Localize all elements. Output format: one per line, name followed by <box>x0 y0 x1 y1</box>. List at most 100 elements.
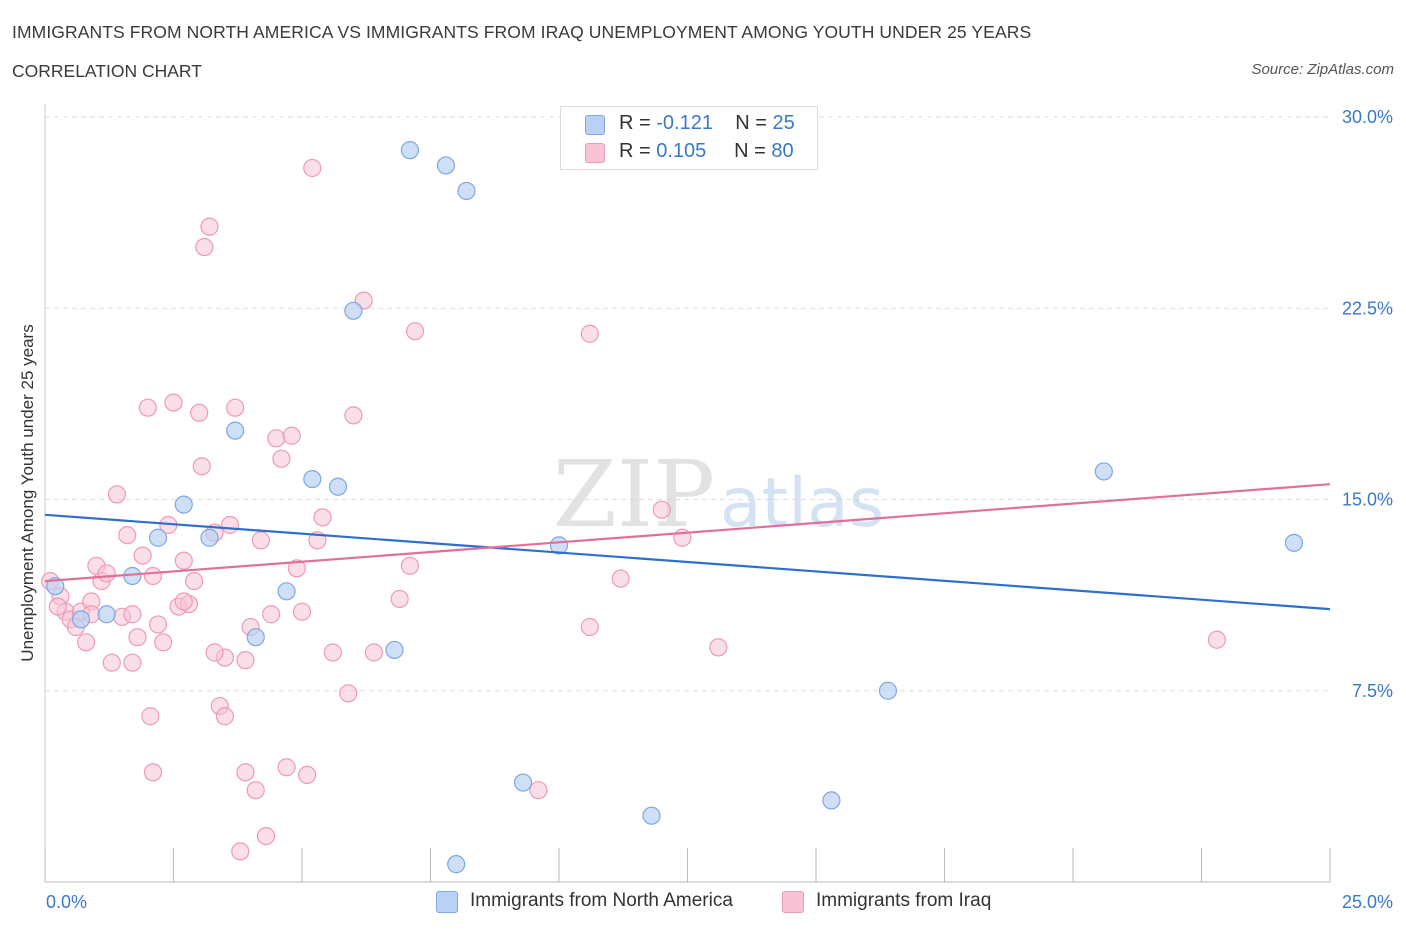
iraq-point <box>48 597 67 616</box>
iraq-trend-line <box>44 483 1331 583</box>
chart-title: IMMIGRANTS FROM NORTH AMERICA VS IMMIGRA… <box>12 22 1032 42</box>
iraq-point <box>102 653 121 672</box>
iraq-point <box>123 605 142 624</box>
iraq-point <box>154 633 173 652</box>
legend-r-label: R = <box>619 112 651 134</box>
y-axis-label: Unemployment Among Youth under 25 years <box>18 324 37 662</box>
iraq-point <box>580 324 599 343</box>
x-tick-label: 0.0% <box>46 892 87 912</box>
chart-subtitle: CORRELATION CHART <box>12 61 202 81</box>
north-america-point <box>226 421 245 440</box>
iraq-point <box>529 781 548 800</box>
iraq-point <box>231 842 250 861</box>
tick-labels: 7.5% 15.0% 22.5% 30.0% 0.0% 25.0% <box>46 107 1393 912</box>
iraq-point <box>400 556 420 575</box>
iraq-point <box>282 426 301 445</box>
watermark-atlas: atlas <box>720 464 884 543</box>
iraq-point <box>174 592 193 611</box>
north-america-point <box>200 528 219 547</box>
y-tick-label: 15.0% <box>1342 490 1393 510</box>
iraq-point <box>652 500 671 519</box>
correlation-legend: R = -0.121 N = 25 R = 0.105 N = 80 <box>560 106 818 170</box>
iraq-point <box>298 765 317 785</box>
iraq-point <box>205 643 224 662</box>
iraq-point <box>262 605 281 624</box>
bottom-legend-swatch-iraq <box>782 891 804 913</box>
iraq-point <box>141 707 160 726</box>
iraq-point <box>143 566 163 586</box>
north-america-point <box>46 577 65 596</box>
north-america-point <box>385 640 404 660</box>
y-tick-label: 22.5% <box>1342 298 1393 318</box>
iraq-point <box>611 569 630 588</box>
north-america-point <box>400 141 420 160</box>
iraq-point <box>148 615 168 634</box>
iraq-point <box>226 398 245 417</box>
iraq-point <box>143 763 163 782</box>
iraq-point <box>323 643 342 662</box>
iraq-point <box>246 781 265 800</box>
x-tick-label: 25.0% <box>1342 892 1393 912</box>
iraq-point <box>267 429 286 448</box>
iraq-point <box>580 617 599 637</box>
source-label: Source: ZipAtlas.com <box>1251 61 1394 78</box>
north-america-point <box>344 301 363 320</box>
iraq-point <box>215 707 234 726</box>
iraq-point <box>339 684 358 703</box>
iraq-point <box>364 643 384 662</box>
legend-n-value-north-america: 25 <box>772 112 795 134</box>
north-america-point <box>642 806 661 825</box>
iraq-point <box>174 551 193 570</box>
legend-r-value-iraq: 0.105 <box>656 140 707 162</box>
trend-lines <box>44 483 1331 611</box>
iraq-point <box>195 237 214 257</box>
iraq-point <box>107 485 127 504</box>
iraq-point <box>287 559 306 578</box>
legend-r-label: R = <box>619 140 651 162</box>
iraq-point <box>236 763 255 782</box>
legend-swatch-iraq <box>585 143 605 163</box>
legend-n-label: N = <box>735 112 767 134</box>
legend-swatch-north-america <box>585 115 605 135</box>
iraq-point <box>192 457 211 476</box>
watermark: ZIP atlas <box>553 441 884 548</box>
north-america-point <box>303 470 322 489</box>
north-america-point <box>246 628 265 647</box>
iraq-point <box>128 628 147 647</box>
iraq-point <box>313 508 332 527</box>
iraq-point <box>184 571 204 591</box>
iraq-point <box>272 449 291 468</box>
iraq-point <box>344 406 363 425</box>
iraq-point <box>277 758 296 777</box>
north-america-point <box>1094 462 1113 481</box>
watermark-zip: ZIP <box>553 441 715 548</box>
iraq-point <box>164 393 183 412</box>
iraq-point <box>133 546 152 565</box>
iraq-point <box>405 322 425 341</box>
bottom-legend-label-north-america: Immigrants from North America <box>470 890 733 911</box>
iraq-point <box>190 403 209 422</box>
iraq-point <box>292 602 312 621</box>
north-america-point <box>457 181 476 201</box>
bottom-legend-swatch-north-america <box>436 891 458 913</box>
north-america-point <box>328 477 348 496</box>
bottom-legend-label-iraq: Immigrants from Iraq <box>816 890 992 911</box>
iraq-point <box>1207 630 1227 649</box>
north-america-point <box>277 582 296 601</box>
iraq-point <box>118 526 137 545</box>
iraq-point <box>138 398 157 417</box>
iraq-point <box>709 638 728 657</box>
legend-n-label: N = <box>734 140 766 162</box>
north-america-point <box>436 156 456 175</box>
legend-r-value-north-america: -0.121 <box>656 112 713 134</box>
iraq-point <box>77 633 96 652</box>
iraq-points <box>41 115 1227 861</box>
north-america-trend-line <box>44 513 1331 611</box>
iraq-point <box>390 589 409 609</box>
north-america-point <box>148 528 168 547</box>
north-america-point <box>174 495 193 514</box>
y-tick-label: 7.5% <box>1352 681 1393 701</box>
north-america-point <box>1284 533 1304 552</box>
north-america-point <box>878 681 898 700</box>
